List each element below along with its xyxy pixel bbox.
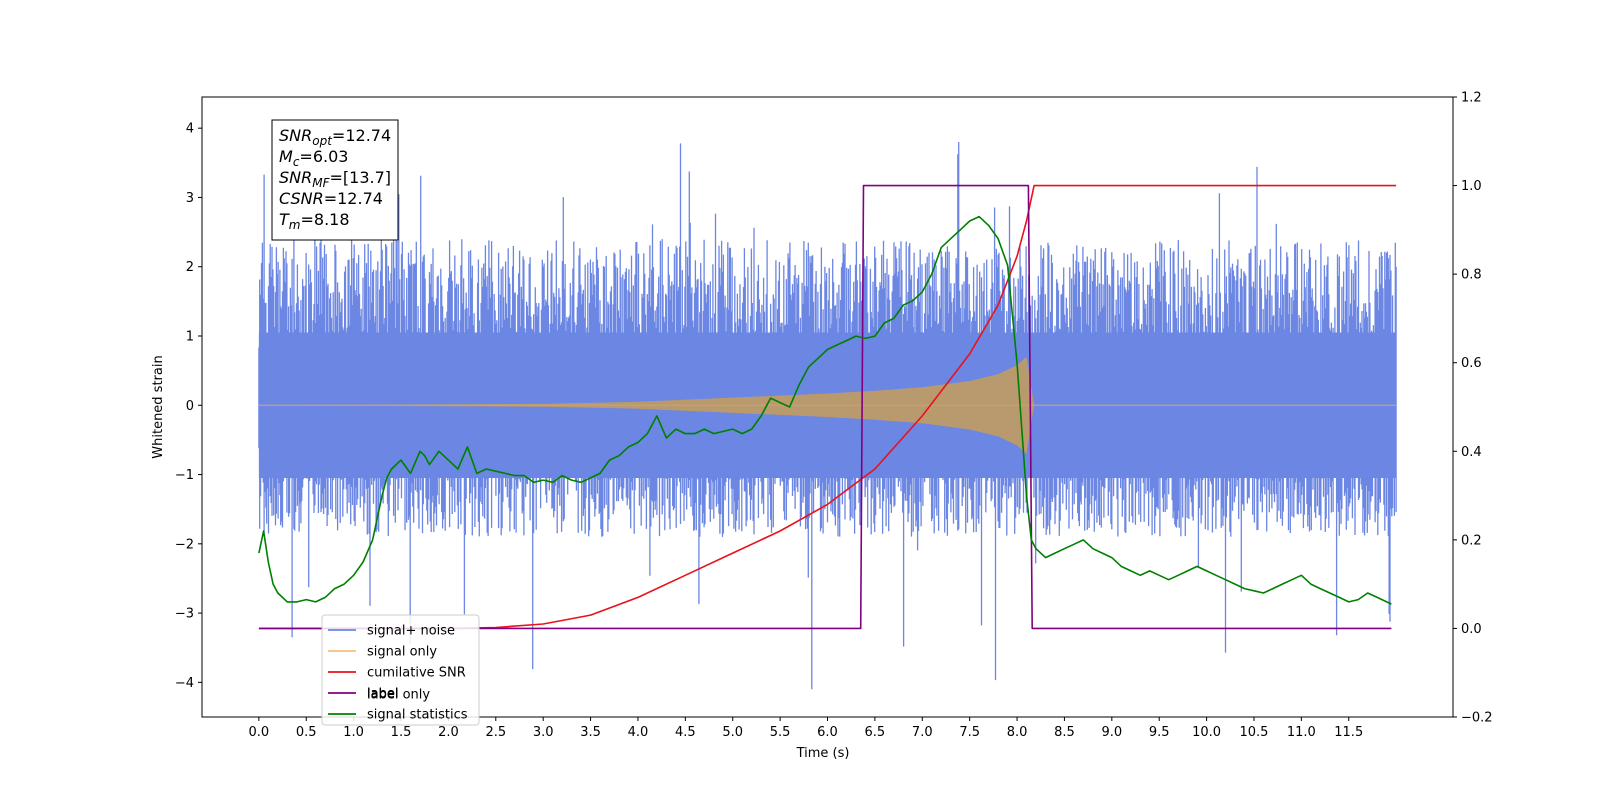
y-left-tick-label: 3 (186, 191, 194, 206)
info-line: Mc=6.03 (279, 147, 348, 169)
y-left-tick-label: 2 (186, 260, 194, 275)
legend-label-signal-statistics: signal statistics (367, 708, 468, 723)
y-axis-left: 4 3 2 1 0 −1 −2 −3 −4 (175, 122, 202, 691)
info-line: Tm=8.18 (279, 210, 350, 232)
y-left-tick-label: −2 (175, 537, 194, 552)
series-line-signal-statistics (258, 215, 1392, 605)
legend-label-label: label (367, 687, 398, 702)
y-left-tick-label: 1 (186, 329, 194, 344)
y-left-tick-label: 4 (186, 122, 194, 137)
y-right-tick-label: 0.2 (1461, 533, 1482, 548)
x-tick-label: 5.5 (770, 725, 791, 740)
y-right-tick-label: 0.8 (1461, 268, 1482, 283)
x-tick-label: 9.5 (1149, 725, 1170, 740)
x-tick-label: 7.0 (912, 725, 933, 740)
x-tick-label: 11.5 (1334, 725, 1363, 740)
y-right-tick-label: 0.0 (1461, 622, 1482, 637)
x-tick-label: 10.0 (1192, 725, 1221, 740)
y-left-tick-label: −4 (175, 676, 194, 691)
x-tick-label: 6.5 (865, 725, 886, 740)
x-tick-label: 5.0 (722, 725, 743, 740)
legend-label-cumilative-snr: cumilative SNR (367, 666, 466, 681)
x-tick-label: 2.5 (485, 725, 506, 740)
x-tick-label: 7.5 (959, 725, 980, 740)
x-tick-label: 4.0 (628, 725, 649, 740)
legend-label-label-overlay: label (367, 687, 398, 702)
y-left-tick-label: −3 (175, 607, 194, 622)
x-axis: 0.0 0.5 1.0 1.5 2.0 2.5 3.0 3.5 4.0 4.5 5.0 5.5 6.0 6… (249, 717, 1363, 740)
y-right-tick-label: 1.2 (1461, 91, 1482, 106)
y-right-tick-label: 0.4 (1461, 445, 1482, 460)
x-tick-label: 11.0 (1287, 725, 1316, 740)
x-tick-label: 8.5 (1054, 725, 1075, 740)
legend-label-signal-only: signal only (367, 645, 437, 660)
info-line: SNRMF=[13.7] (279, 168, 391, 190)
legend: signal+ noise signal only cumilative SNR la… (321, 614, 480, 726)
info-box: SNRopt=12.74Mc=6.03SNRMF=[13.7]CSNR=12.7… (271, 119, 399, 241)
info-box-frame (271, 119, 399, 241)
x-tick-label: 0.5 (296, 725, 317, 740)
x-tick-label: 3.0 (533, 725, 554, 740)
series-line-cumilative-snr (258, 184, 1397, 630)
x-tick-label: 9.0 (1101, 725, 1122, 740)
y-left-tick-label: −1 (175, 468, 194, 483)
series-signal-only (258, 356, 1397, 454)
x-tick-label: 2.0 (438, 725, 459, 740)
x-tick-label: 1.0 (343, 725, 364, 740)
legend-label-label-only: label only (367, 688, 430, 703)
x-tick-label: 6.0 (817, 725, 838, 740)
x-axis-title: Time (s) (796, 746, 850, 761)
legend-frame (321, 614, 480, 726)
y-right-tick-label: 1.0 (1461, 179, 1482, 194)
series-lines (258, 184, 1397, 630)
legend-label-signal-noise: signal+ noise (367, 624, 455, 639)
y-left-tick-label: 0 (186, 399, 194, 414)
series-line-label (258, 184, 1392, 630)
info-line: SNRopt=12.74 (279, 126, 391, 148)
x-tick-label: 1.5 (391, 725, 412, 740)
x-tick-label: 3.5 (580, 725, 601, 740)
x-tick-label: 0.0 (249, 725, 270, 740)
info-line: CSNR=12.74 (279, 189, 383, 208)
y-axis-right: 1.2 1.0 0.8 0.6 0.4 0.2 0.0 −0.2 (1453, 91, 1493, 726)
y-right-tick-label: −0.2 (1461, 711, 1493, 726)
x-tick-label: 8.0 (1007, 725, 1028, 740)
x-tick-label: 4.5 (675, 725, 696, 740)
y-right-tick-label: 0.6 (1461, 356, 1482, 371)
y-axis-left-title: Whitened strain (151, 355, 166, 458)
x-tick-label: 10.5 (1240, 725, 1269, 740)
